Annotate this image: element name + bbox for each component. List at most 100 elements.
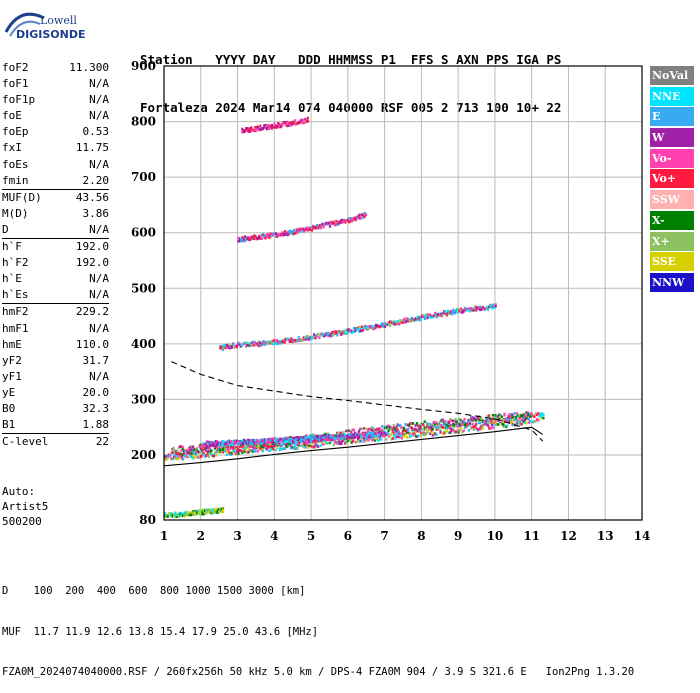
echo-point	[202, 448, 205, 451]
echo-point	[273, 440, 276, 444]
echo-point	[304, 445, 307, 449]
echo-point	[265, 443, 268, 446]
echo-point	[359, 427, 362, 431]
echo-point	[178, 456, 181, 460]
echo-point	[509, 414, 513, 418]
echo-point	[175, 454, 178, 457]
echo-point	[495, 416, 498, 420]
echo-point	[346, 437, 349, 440]
echo-point	[347, 433, 350, 437]
echo-point	[313, 333, 316, 336]
echo-point	[490, 306, 493, 310]
echo-point	[276, 439, 279, 442]
legend-item: SSE	[650, 252, 694, 272]
echo-point	[269, 448, 272, 452]
echo-point	[164, 515, 167, 519]
echo-point	[185, 511, 189, 515]
logo-main-text: DIGISONDE	[16, 28, 86, 41]
echo-point	[214, 442, 218, 446]
solid-profile-line	[163, 426, 544, 467]
echo-point	[207, 511, 210, 514]
echo-point	[207, 442, 210, 445]
echo-point	[208, 443, 211, 447]
echo-point	[468, 307, 472, 311]
echo-point	[452, 427, 455, 430]
echo-point	[507, 418, 510, 422]
echo-point	[193, 511, 196, 515]
echo-point	[229, 443, 232, 447]
echo-point	[382, 430, 385, 434]
echo-point	[412, 432, 415, 436]
echo-point	[295, 122, 298, 126]
echo-point	[254, 441, 258, 445]
echo-point	[440, 425, 443, 429]
echo-point	[198, 445, 201, 448]
echo-point	[246, 445, 249, 449]
echo-point	[248, 439, 251, 442]
echo-point	[283, 233, 287, 237]
echo-point	[373, 325, 376, 328]
echo-point	[329, 332, 333, 336]
echo-point	[178, 512, 181, 516]
echo-point	[511, 416, 514, 419]
echo-point	[491, 303, 495, 307]
echo-point	[326, 437, 330, 441]
echo-point	[368, 326, 371, 330]
echo-point	[321, 436, 324, 439]
echo-point	[182, 449, 186, 453]
echo-point	[192, 511, 195, 515]
echo-point	[520, 422, 523, 426]
echo-point	[262, 340, 266, 343]
echo-point	[262, 343, 266, 346]
echo-point	[336, 441, 339, 444]
echo-point	[467, 418, 470, 422]
echo-point	[330, 221, 333, 225]
echo-point	[274, 126, 277, 129]
echo-point	[298, 339, 302, 342]
echo-point	[222, 440, 225, 444]
echo-point	[205, 508, 208, 512]
echo-point	[321, 222, 324, 226]
param-name: foF2	[2, 61, 29, 74]
echo-point	[479, 308, 482, 312]
echo-point	[376, 438, 379, 441]
echo-point	[345, 440, 348, 444]
echo-point	[215, 507, 218, 511]
echo-point	[274, 444, 277, 447]
echo-point	[386, 323, 389, 327]
echo-point	[346, 331, 349, 335]
echo-point	[380, 434, 384, 438]
echo-point	[189, 449, 192, 452]
echo-point	[213, 440, 216, 444]
echo-point	[241, 344, 244, 347]
echo-point	[267, 232, 270, 236]
echo-point	[272, 438, 276, 442]
echo-point	[264, 234, 267, 237]
echo-point	[369, 435, 372, 439]
echo-point	[339, 221, 342, 224]
echo-point	[256, 445, 259, 449]
echo-point	[236, 449, 239, 453]
echo-point	[181, 445, 184, 449]
param-value: 1.88	[82, 418, 110, 432]
echo-point	[458, 424, 461, 428]
echo-point	[256, 126, 259, 129]
echo-point	[198, 508, 201, 512]
echo-point	[242, 238, 245, 241]
param-name: h`F	[2, 240, 22, 254]
echo-point	[246, 342, 249, 345]
echo-point	[405, 423, 408, 427]
echo-point	[359, 328, 362, 331]
echo-point	[364, 437, 367, 441]
echo-point	[301, 227, 305, 231]
echo-point	[376, 324, 379, 327]
echo-point	[332, 220, 335, 224]
echo-point	[295, 230, 298, 234]
echo-point	[414, 424, 417, 427]
echo-point	[486, 418, 489, 422]
echo-point	[261, 447, 265, 451]
param-name: hmF2	[2, 305, 29, 319]
echo-point	[401, 426, 404, 430]
echo-point	[289, 229, 292, 233]
echo-point	[197, 509, 200, 513]
